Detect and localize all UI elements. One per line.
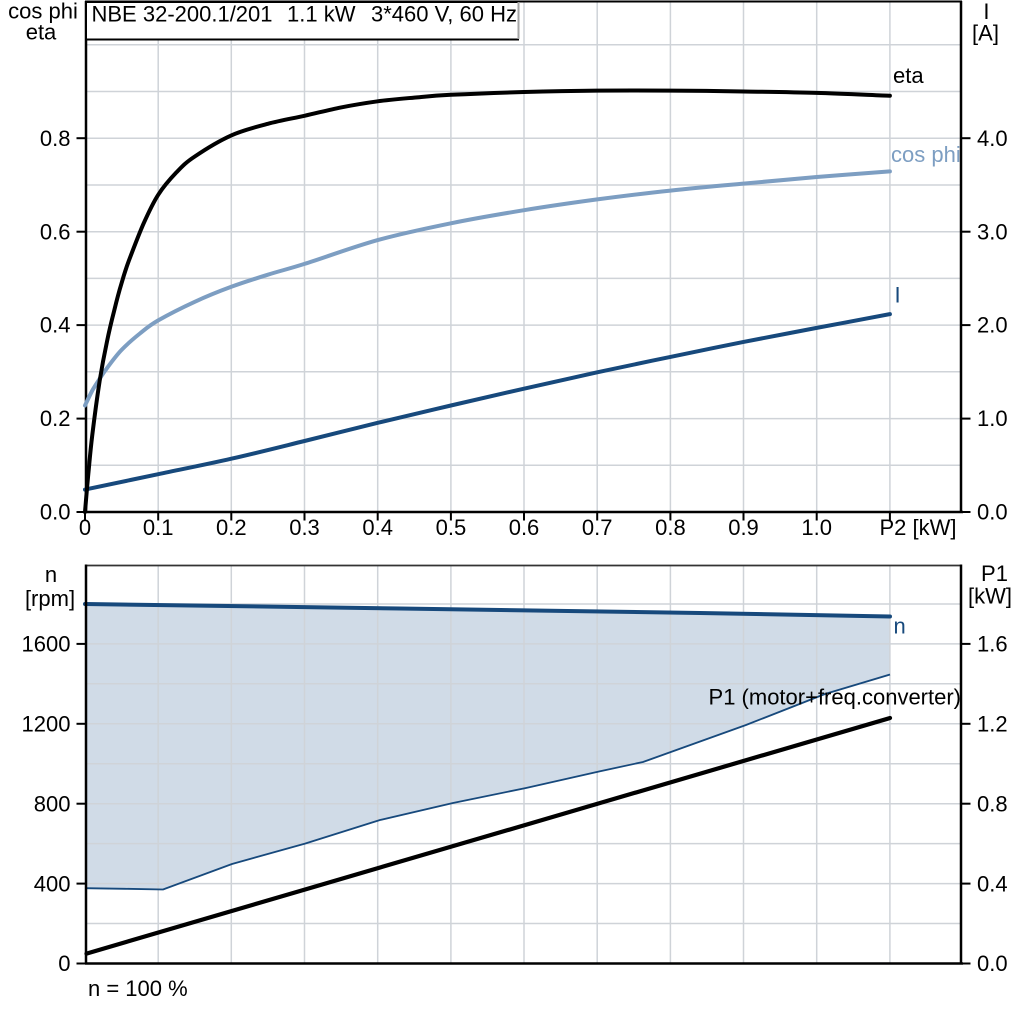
svg-text:P1: P1	[981, 561, 1008, 586]
svg-text:0.3: 0.3	[289, 515, 320, 540]
svg-text:0.4: 0.4	[40, 313, 71, 338]
svg-text:0.5: 0.5	[436, 515, 467, 540]
svg-text:eta: eta	[893, 63, 924, 88]
svg-text:cos phi: cos phi	[8, 0, 78, 24]
svg-text:0.9: 0.9	[728, 515, 759, 540]
svg-text:0.0: 0.0	[977, 500, 1008, 525]
svg-text:0.2: 0.2	[40, 406, 71, 431]
svg-text:P2 [kW]: P2 [kW]	[879, 515, 956, 540]
svg-text:0.8: 0.8	[40, 126, 71, 151]
svg-text:0.8: 0.8	[655, 515, 686, 540]
svg-text:0.1: 0.1	[143, 515, 174, 540]
svg-text:0.8: 0.8	[977, 791, 1008, 816]
svg-text:1.0: 1.0	[977, 406, 1008, 431]
svg-text:4.0: 4.0	[977, 126, 1008, 151]
svg-text:[rpm]: [rpm]	[25, 586, 75, 611]
svg-text:0.0: 0.0	[40, 500, 71, 525]
svg-text:NBE 32-200.1/201: NBE 32-200.1/201	[92, 2, 273, 27]
svg-text:0.2: 0.2	[216, 515, 247, 540]
svg-text:0.6: 0.6	[40, 219, 71, 244]
svg-text:n = 100 %: n = 100 %	[88, 976, 188, 1001]
svg-text:0.0: 0.0	[977, 951, 1008, 976]
svg-text:P1 (motor+freq.converter): P1 (motor+freq.converter)	[709, 685, 961, 710]
svg-text:0.6: 0.6	[509, 515, 540, 540]
svg-text:[kW]: [kW]	[968, 584, 1012, 609]
svg-text:I: I	[895, 283, 901, 308]
svg-text:400: 400	[34, 871, 71, 896]
svg-text:n: n	[45, 562, 57, 587]
svg-text:0: 0	[58, 951, 70, 976]
svg-text:I: I	[983, 0, 989, 24]
svg-text:0.4: 0.4	[977, 871, 1008, 896]
svg-text:0.4: 0.4	[362, 515, 393, 540]
svg-text:800: 800	[34, 791, 71, 816]
svg-text:3*460 V, 60 Hz: 3*460 V, 60 Hz	[371, 2, 517, 27]
svg-text:[A]: [A]	[972, 21, 999, 46]
svg-text:1.2: 1.2	[977, 712, 1008, 737]
svg-text:cos phi: cos phi	[891, 142, 961, 167]
svg-text:1600: 1600	[22, 632, 71, 657]
svg-text:n: n	[894, 614, 906, 639]
svg-text:1.6: 1.6	[977, 632, 1008, 657]
svg-text:2.0: 2.0	[977, 313, 1008, 338]
svg-text:3.0: 3.0	[977, 219, 1008, 244]
svg-text:1.1 kW: 1.1 kW	[287, 2, 356, 27]
svg-text:1.0: 1.0	[801, 515, 832, 540]
svg-text:1200: 1200	[22, 712, 71, 737]
svg-text:eta: eta	[26, 20, 57, 45]
svg-text:0: 0	[79, 515, 91, 540]
svg-text:0.7: 0.7	[582, 515, 613, 540]
